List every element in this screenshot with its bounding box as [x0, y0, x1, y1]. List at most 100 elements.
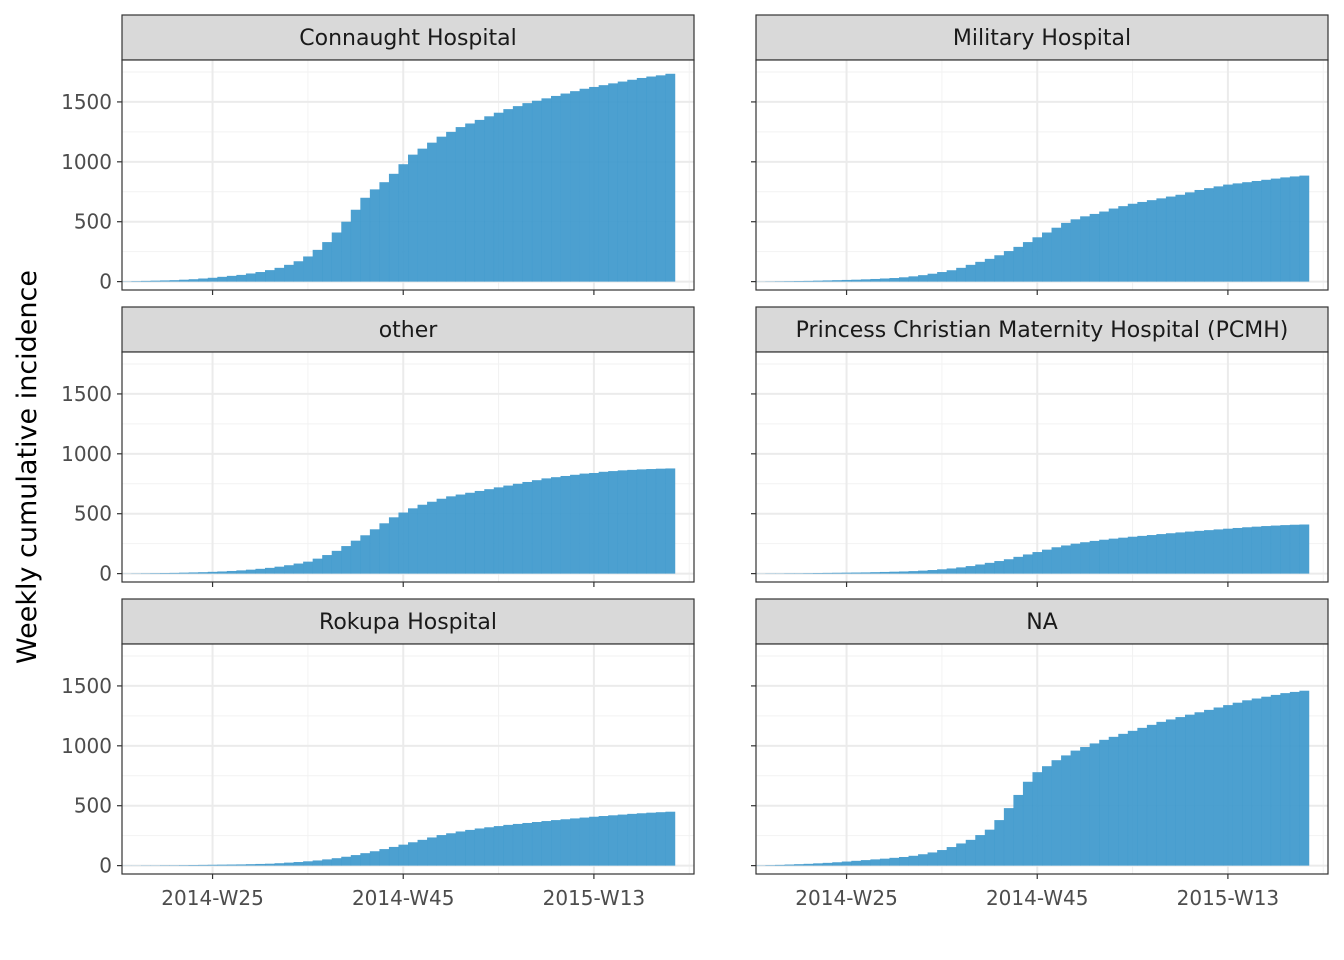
bar [312, 558, 323, 574]
bar [303, 861, 313, 866]
bar [474, 490, 485, 574]
bar [937, 272, 947, 282]
bar [841, 572, 852, 574]
bar [1080, 216, 1090, 282]
bar [956, 843, 967, 866]
bar [560, 475, 571, 574]
bar [1261, 179, 1272, 282]
bar [665, 468, 676, 574]
bar [1194, 530, 1205, 574]
bar [889, 278, 900, 282]
bar [598, 816, 609, 866]
bar [1118, 206, 1129, 282]
bar [1251, 698, 1262, 866]
bar [655, 812, 666, 866]
bar [946, 847, 957, 866]
bar [956, 267, 967, 282]
bar [245, 273, 256, 282]
bar [427, 142, 437, 282]
facet-strip [755, 14, 1329, 61]
bar [436, 835, 447, 866]
facet-strip [755, 306, 1329, 353]
bar [579, 817, 590, 866]
bar [551, 820, 561, 866]
bar [994, 255, 1005, 282]
bar [1232, 183, 1243, 282]
bar [331, 858, 342, 866]
bar [813, 863, 824, 866]
bar [474, 119, 485, 282]
bar [1089, 743, 1100, 866]
bar [484, 827, 495, 866]
bar [474, 828, 485, 866]
bar [1289, 691, 1300, 866]
bar [927, 273, 938, 282]
bar [274, 863, 285, 866]
bar [512, 483, 523, 574]
bar [918, 570, 928, 574]
bar [1270, 178, 1281, 282]
bar [784, 864, 795, 866]
bar [918, 275, 928, 282]
bar [1280, 177, 1291, 282]
bar [169, 280, 180, 282]
bar [908, 571, 919, 574]
bar [160, 573, 170, 574]
facet-panel: NA 2014-W25 2014-W45 2015-W13 [751, 598, 1329, 910]
bar [794, 864, 804, 866]
bar [265, 863, 275, 866]
facet-title: Rokupa Hospital [319, 610, 497, 635]
bar [665, 811, 676, 866]
bar [322, 555, 333, 574]
bar [570, 91, 580, 282]
bar [1051, 227, 1062, 282]
facet-strip [121, 598, 695, 645]
y-tick-label: 500 [74, 794, 112, 818]
bar [493, 112, 504, 282]
bar [198, 864, 209, 866]
bar [531, 100, 542, 282]
bar [169, 572, 180, 574]
x-tick-label: 2014-W25 [161, 886, 264, 910]
bar [484, 116, 495, 282]
bar [236, 570, 247, 574]
bar [1089, 540, 1100, 574]
bar [870, 278, 881, 282]
bar [541, 98, 552, 282]
y-tick-label: 0 [99, 270, 112, 294]
facet-title: NA [1026, 610, 1058, 635]
bar [188, 279, 199, 282]
bar [293, 563, 304, 574]
bar [1118, 537, 1129, 574]
bar [608, 815, 619, 866]
facet-panel: Connaught Hospital 0 500 1000 1500 [61, 14, 695, 295]
bar [274, 566, 285, 574]
bar [899, 856, 909, 866]
bar [160, 280, 170, 282]
bar [417, 504, 428, 574]
bar [598, 471, 609, 574]
bar [1003, 251, 1014, 282]
bar [879, 571, 890, 574]
bar [832, 280, 843, 282]
y-tick-label: 500 [74, 210, 112, 234]
x-tick-label: 2014-W45 [986, 886, 1089, 910]
bar [617, 814, 628, 866]
facet-panel: other 0 500 1000 1500 [61, 306, 695, 587]
bar [1032, 772, 1043, 866]
bar [179, 279, 190, 282]
bar [851, 860, 862, 866]
bar [1280, 525, 1291, 574]
bar [832, 862, 843, 866]
bar [965, 839, 976, 866]
bar [1070, 750, 1081, 866]
bar [889, 857, 900, 866]
bar [965, 264, 976, 282]
bar [646, 812, 657, 866]
bar [655, 468, 666, 574]
facet-panel: Princess Christian Maternity Hospital (P… [751, 306, 1329, 587]
y-tick-label: 0 [99, 562, 112, 586]
bar [360, 535, 371, 574]
bar [455, 494, 466, 574]
panel-border [121, 643, 695, 875]
